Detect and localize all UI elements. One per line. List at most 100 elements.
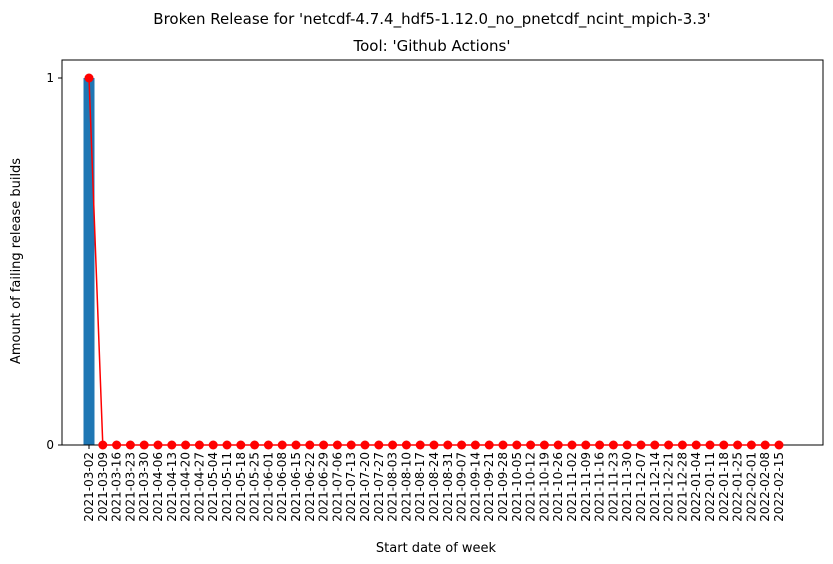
trend-point-2021-07-27 — [374, 440, 384, 450]
x-tick-label: 2022-02-01 — [744, 452, 758, 522]
trend-point-2021-03-02 — [84, 73, 94, 83]
x-tick-label: 2021-04-27 — [192, 452, 206, 522]
trend-point-2021-11-09 — [581, 440, 591, 450]
trend-point-2021-06-15 — [291, 440, 301, 450]
x-tick-label: 2021-08-03 — [386, 452, 400, 522]
x-tick-label: 2021-06-08 — [275, 452, 289, 522]
x-tick-label: 2021-03-23 — [123, 452, 137, 522]
trend-point-2022-01-25 — [733, 440, 743, 450]
trend-point-2021-07-13 — [346, 440, 356, 450]
y-tick-label: 0 — [46, 438, 54, 452]
trend-point-2021-05-04 — [208, 440, 218, 450]
trend-point-2022-02-08 — [760, 440, 770, 450]
trend-point-2022-02-15 — [774, 440, 784, 450]
trend-point-2021-06-08 — [277, 440, 287, 450]
x-tick-label: 2022-01-25 — [731, 452, 745, 522]
x-tick-label: 2022-02-08 — [758, 452, 772, 522]
x-tick-label: 2021-07-06 — [330, 452, 344, 522]
trend-point-2021-03-23 — [125, 440, 135, 450]
x-tick-label: 2021-09-14 — [468, 452, 482, 522]
trend-point-2021-06-29 — [319, 440, 329, 450]
x-tick-label: 2021-10-19 — [537, 452, 551, 522]
x-tick-label: 2021-08-31 — [441, 452, 455, 522]
x-tick-label: 2021-12-07 — [634, 452, 648, 522]
trend-point-2021-07-06 — [332, 440, 342, 450]
x-tick-label: 2021-07-13 — [344, 452, 358, 522]
trend-point-2021-07-20 — [360, 440, 370, 450]
trend-point-2021-09-21 — [484, 440, 494, 450]
x-axis-label: Start date of week — [376, 541, 497, 556]
trend-point-2021-08-03 — [388, 440, 398, 450]
x-tick-label: 2022-01-11 — [703, 452, 717, 522]
trend-point-2021-08-24 — [429, 440, 439, 450]
x-tick-label: 2021-10-12 — [524, 452, 538, 522]
x-tick-label: 2021-04-13 — [165, 452, 179, 522]
trend-line — [88, 77, 779, 446]
x-tick-label: 2021-05-25 — [248, 452, 262, 522]
trend-point-2021-11-02 — [567, 440, 577, 450]
chart-subtitle: Tool: 'Github Actions' — [353, 37, 511, 55]
x-tick-label: 2022-02-15 — [772, 452, 786, 522]
x-tick-label: 2022-01-18 — [717, 452, 731, 522]
trend-point-2021-10-12 — [526, 440, 536, 450]
trend-point-2021-12-21 — [664, 440, 674, 450]
x-tick-label: 2021-06-01 — [261, 452, 275, 522]
trend-point-2021-12-28 — [677, 440, 687, 450]
x-tick-label: 2021-11-02 — [565, 452, 579, 522]
bar-2021-03-02 — [83, 78, 95, 445]
x-tick-label: 2021-03-30 — [137, 452, 151, 522]
trend-point-2021-06-01 — [263, 440, 273, 450]
trend-point-2021-05-18 — [236, 440, 246, 450]
trend-point-2021-03-09 — [98, 440, 108, 450]
x-tick-label: 2021-08-17 — [413, 452, 427, 522]
trend-point-2021-04-20 — [181, 440, 191, 450]
trend-point-2021-12-07 — [636, 440, 646, 450]
x-tick-label: 2021-03-16 — [110, 452, 124, 522]
x-tick-label: 2021-10-05 — [510, 452, 524, 522]
x-tick-label: 2021-11-23 — [606, 452, 620, 522]
x-tick-label: 2021-09-07 — [455, 452, 469, 522]
x-tick-label: 2021-09-21 — [482, 452, 496, 522]
trend-point-2021-12-14 — [650, 440, 660, 450]
y-axis-label: Amount of failing release builds — [9, 158, 24, 364]
bars — [83, 78, 95, 445]
trend-point-2022-01-11 — [705, 440, 715, 450]
trend-point-2021-11-23 — [608, 440, 618, 450]
trend-point-2021-10-05 — [512, 440, 522, 450]
chart-title: Broken Release for 'netcdf-4.7.4_hdf5-1.… — [153, 10, 710, 29]
y-axis: 01 — [46, 71, 62, 452]
trend-point-2021-06-22 — [305, 440, 315, 450]
x-tick-label: 2021-06-15 — [289, 452, 303, 522]
x-tick-label: 2022-01-04 — [689, 452, 703, 522]
trend-point-2021-08-17 — [415, 440, 425, 450]
trend-point-2021-04-27 — [194, 440, 204, 450]
trend-series — [84, 73, 784, 450]
x-tick-label: 2021-08-10 — [399, 452, 413, 522]
x-tick-label: 2021-08-24 — [427, 452, 441, 522]
trend-point-2022-02-01 — [746, 440, 756, 450]
trend-point-2022-01-04 — [691, 440, 701, 450]
x-tick-label: 2021-04-20 — [179, 452, 193, 522]
x-tick-label: 2021-10-26 — [551, 452, 565, 522]
x-tick-label: 2021-12-14 — [648, 452, 662, 522]
trend-point-2021-04-13 — [167, 440, 177, 450]
trend-point-2021-10-19 — [539, 440, 549, 450]
x-tick-label: 2021-03-09 — [96, 452, 110, 522]
trend-point-2021-09-28 — [498, 440, 508, 450]
trend-point-2021-08-10 — [401, 440, 411, 450]
x-tick-label: 2021-05-04 — [206, 452, 220, 522]
x-tick-label: 2021-09-28 — [496, 452, 510, 522]
x-tick-label: 2021-12-28 — [675, 452, 689, 522]
trend-point-2021-05-25 — [250, 440, 260, 450]
x-tick-label: 2021-07-20 — [358, 452, 372, 522]
x-tick-label: 2021-06-22 — [303, 452, 317, 522]
trend-point-2021-03-30 — [139, 440, 149, 450]
x-tick-label: 2021-11-16 — [593, 452, 607, 522]
trend-point-2021-09-14 — [470, 440, 480, 450]
trend-point-2021-04-06 — [153, 440, 163, 450]
trend-point-2021-11-16 — [595, 440, 605, 450]
x-tick-label: 2021-05-11 — [220, 452, 234, 522]
trend-point-2022-01-18 — [719, 440, 729, 450]
trend-point-2021-10-26 — [553, 440, 563, 450]
